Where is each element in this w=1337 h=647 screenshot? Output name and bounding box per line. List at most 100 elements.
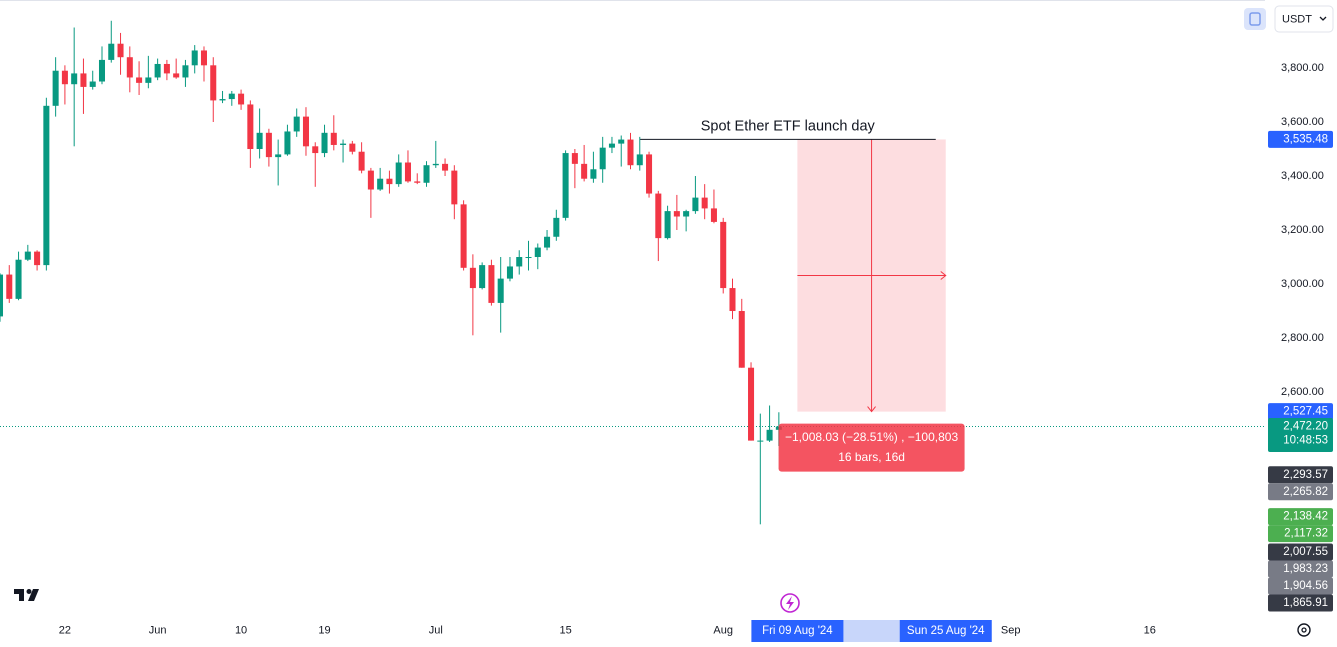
candle-body <box>367 170 374 190</box>
candle-body <box>692 197 699 212</box>
scale-icon <box>1249 12 1261 26</box>
candle-body <box>479 265 486 289</box>
candle-body <box>145 77 152 83</box>
candle-body <box>534 247 541 258</box>
candle-body <box>15 259 22 299</box>
candle-body <box>432 163 439 166</box>
candle-body <box>321 132 328 154</box>
candle-body <box>330 132 337 145</box>
candle-body <box>673 211 680 217</box>
x-tick-label: Jul <box>429 624 443 636</box>
x-tick-label: 16 <box>1144 624 1156 636</box>
price-tag <box>1268 130 1333 148</box>
logo <box>14 589 39 601</box>
candle-body <box>766 429 773 441</box>
candle-body <box>219 99 226 101</box>
candle-body <box>182 65 189 78</box>
x-tick-label: Sep <box>1001 624 1021 636</box>
candle-body <box>275 154 282 158</box>
y-tick-label: 3,800.00 <box>1281 62 1324 74</box>
candle-body <box>451 170 458 205</box>
candle-body <box>71 73 78 85</box>
candle-body <box>701 197 708 209</box>
candle-body <box>738 311 745 368</box>
candle-body <box>191 50 198 66</box>
measure-text: −1,008.03 (−28.51%) , −100,803 <box>785 430 958 444</box>
candle-body <box>247 104 254 150</box>
price-tag-label: 2,138.42 <box>1283 511 1328 523</box>
candle-body <box>89 81 96 87</box>
time-axis <box>0 620 1337 647</box>
candle-body <box>757 440 764 442</box>
candle-body <box>497 278 504 303</box>
currency-label: USDT <box>1282 13 1312 25</box>
candle-body <box>423 165 430 183</box>
price-tag <box>1268 577 1333 595</box>
candle-body <box>349 143 356 152</box>
candle-body <box>516 257 523 267</box>
time-tag <box>899 620 992 642</box>
candle-body <box>238 93 245 105</box>
y-tick-label: 3,200.00 <box>1281 224 1324 236</box>
candle-body <box>265 132 272 158</box>
x-tick-label: Jun <box>149 624 167 636</box>
candle-body <box>358 151 365 171</box>
candle-body <box>488 265 495 303</box>
candle-body <box>581 163 588 179</box>
candle-body <box>293 116 300 132</box>
candle-body <box>302 116 309 147</box>
candle-body <box>61 70 68 85</box>
measure-arrow-down <box>867 406 876 413</box>
candle-body <box>710 208 717 222</box>
candle-body <box>24 251 31 260</box>
candle-body <box>469 267 476 289</box>
price-tag-label: 1,904.56 <box>1283 580 1328 592</box>
currency-button[interactable] <box>1274 5 1334 33</box>
x-tick-label: Aug <box>713 624 733 636</box>
candle-body <box>608 143 615 148</box>
x-tick-label: 15 <box>559 624 571 636</box>
candle-body <box>200 50 207 66</box>
candle-body <box>590 169 597 179</box>
current-price-tag <box>1268 418 1333 453</box>
annotation-text: Spot Ether ETF launch day <box>701 118 876 134</box>
y-tick-label: 2,800.00 <box>1281 332 1324 344</box>
x-tick-label: 22 <box>59 624 71 636</box>
candle-body <box>414 181 421 183</box>
candle-body <box>664 211 671 239</box>
candle-body <box>126 57 133 78</box>
candle-body <box>525 257 532 259</box>
candle-body <box>720 221 727 289</box>
dropdown-arrow <box>1319 16 1327 21</box>
scale-toggle[interactable] <box>1244 8 1266 30</box>
price-tag <box>1268 403 1333 421</box>
price-tag <box>1268 483 1333 501</box>
y-tick-label: 3,600.00 <box>1281 116 1324 128</box>
candle-body <box>6 274 13 299</box>
price-tag <box>1268 508 1333 526</box>
current-price-tag-label: 2,472.20 <box>1283 421 1328 433</box>
price-tag <box>1268 560 1333 578</box>
settings-icon[interactable] <box>1297 623 1311 637</box>
candle-body <box>312 146 319 154</box>
candle-body <box>108 43 115 60</box>
candle-body <box>228 93 235 100</box>
candle-body <box>163 63 170 74</box>
x-tick-label: 10 <box>235 624 247 636</box>
candle-body <box>256 132 263 150</box>
candle-body <box>117 43 124 58</box>
time-tag-label: Sun 25 Aug '24 <box>907 625 985 637</box>
price-tag-label: 2,527.45 <box>1283 406 1328 418</box>
price-tag <box>1268 525 1333 543</box>
candle-body <box>618 139 625 144</box>
event-icon[interactable] <box>780 593 800 613</box>
candle-body <box>460 204 467 268</box>
countdown: 10:48:53 <box>1283 435 1328 447</box>
candle-body <box>154 63 161 78</box>
candle-body <box>748 367 755 441</box>
candle-body <box>655 193 662 239</box>
candle-body <box>562 153 569 218</box>
y-tick-label: 3,400.00 <box>1281 170 1324 182</box>
